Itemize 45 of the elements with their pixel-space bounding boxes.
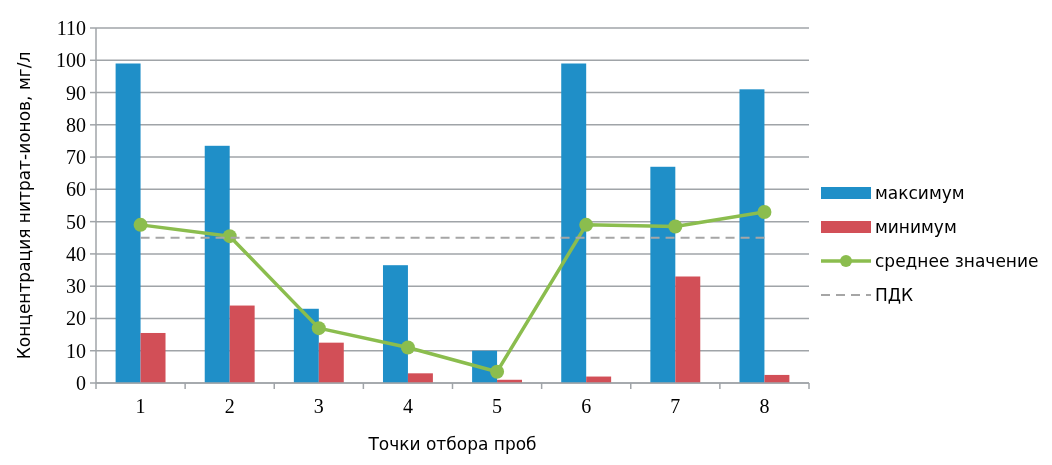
legend-label: среднее значение	[875, 251, 1039, 271]
y-tick-label: 70	[66, 146, 86, 169]
point	[490, 364, 505, 379]
legend-label: минимум	[875, 217, 957, 237]
x-tick-label: 7	[670, 395, 681, 417]
y-tick-label: 110	[56, 17, 86, 39]
x-tick-label: 4	[402, 395, 413, 417]
bar	[140, 332, 166, 383]
y-tick-label: 40	[66, 242, 86, 265]
bar	[382, 265, 408, 383]
x-tick-label: 5	[492, 395, 503, 417]
point	[757, 204, 772, 219]
y-tick-label: 0	[76, 372, 86, 394]
x-tick-label: 2	[224, 395, 235, 417]
y-tick-label: 10	[66, 339, 86, 362]
point	[311, 321, 326, 336]
bar	[318, 342, 344, 383]
x-tick-label: 1	[135, 395, 146, 417]
legend-label: ПДК	[875, 285, 914, 305]
bar	[650, 166, 676, 383]
y-tick-label: 50	[66, 210, 86, 233]
y-tick-label: 60	[66, 178, 86, 201]
y-tick-label: 30	[66, 275, 86, 298]
bar	[739, 89, 765, 383]
bar	[675, 276, 701, 383]
point	[222, 229, 237, 244]
x-tick-label: 8	[759, 395, 770, 417]
y-axis-title: Концентрация нитрат-ионов, мг/л	[14, 51, 34, 360]
point	[668, 219, 683, 234]
x-tick-label: 6	[581, 395, 592, 417]
y-tick-label: 20	[66, 307, 86, 330]
y-tick-label: 100	[56, 49, 86, 72]
bar	[561, 63, 587, 383]
point	[400, 340, 415, 355]
x-tick-label: 3	[313, 395, 324, 417]
y-tick-label: 90	[66, 81, 86, 104]
bar	[204, 145, 230, 383]
bar	[229, 305, 255, 383]
point	[133, 217, 148, 232]
bar	[115, 63, 141, 383]
legend-label: максимум	[875, 183, 965, 203]
bar	[407, 373, 433, 383]
point	[579, 217, 594, 232]
y-tick-label: 80	[66, 113, 86, 136]
x-axis-title: Точки отбора проб	[367, 434, 537, 454]
